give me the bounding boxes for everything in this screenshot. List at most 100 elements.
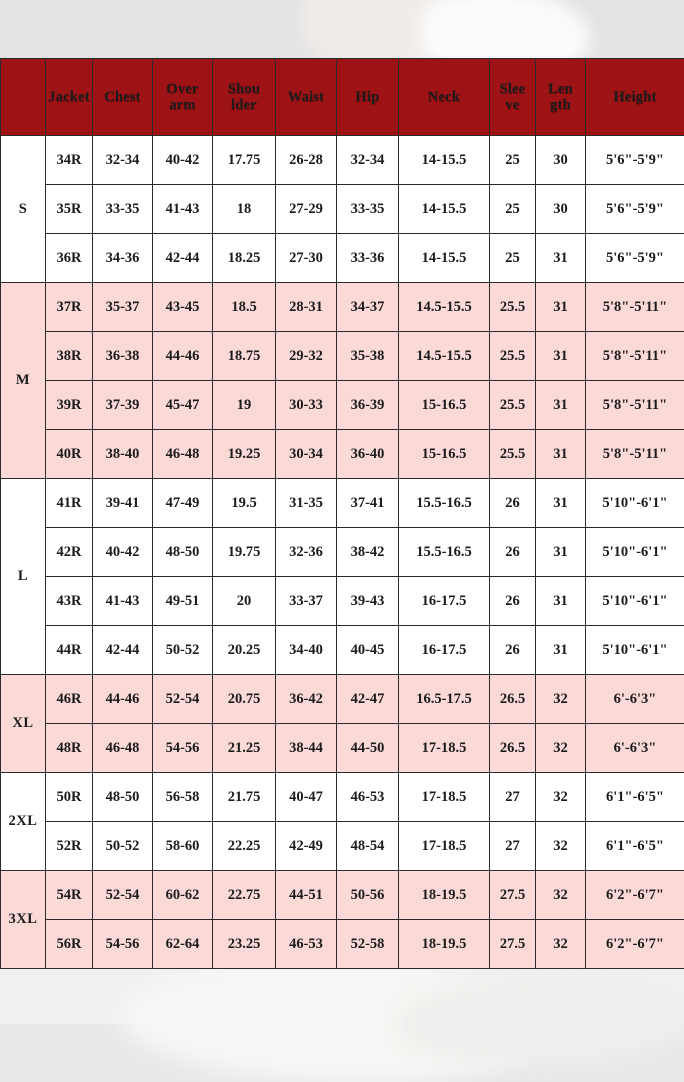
cell-overarm: 50-52 — [153, 626, 213, 675]
column-header-waist: Waist — [276, 59, 337, 136]
cell-overarm: 62-64 — [153, 920, 213, 969]
cell-waist: 36-42 — [276, 675, 337, 724]
cell-sleeve: 27 — [490, 773, 536, 822]
cell-overarm: 52-54 — [153, 675, 213, 724]
cell-height: 5'10"-6'1" — [586, 528, 684, 577]
cell-length: 30 — [536, 136, 586, 185]
cell-jacket: 35R — [46, 185, 93, 234]
column-header-overarm-line2: arm — [153, 97, 212, 113]
cell-length: 31 — [536, 528, 586, 577]
cell-waist: 29-32 — [276, 332, 337, 381]
cell-neck: 14.5-15.5 — [399, 332, 490, 381]
cell-waist: 40-47 — [276, 773, 337, 822]
cell-hip: 48-54 — [337, 822, 399, 871]
cell-overarm: 48-50 — [153, 528, 213, 577]
cell-height: 5'8"-5'11" — [586, 332, 684, 381]
cell-height: 5'10"-6'1" — [586, 577, 684, 626]
cell-shoulder: 19.5 — [213, 479, 276, 528]
cell-height: 5'6"-5'9" — [586, 234, 684, 283]
cell-jacket: 34R — [46, 136, 93, 185]
cell-overarm: 41-43 — [153, 185, 213, 234]
cell-hip: 33-35 — [337, 185, 399, 234]
size-label-m: M — [1, 283, 46, 479]
cell-sleeve: 25.5 — [490, 332, 536, 381]
cell-neck: 14-15.5 — [399, 185, 490, 234]
cell-shoulder: 17.75 — [213, 136, 276, 185]
cell-neck: 16-17.5 — [399, 626, 490, 675]
cell-shoulder: 21.25 — [213, 724, 276, 773]
cell-jacket: 46R — [46, 675, 93, 724]
cell-overarm: 42-44 — [153, 234, 213, 283]
cell-waist: 44-51 — [276, 871, 337, 920]
cell-jacket: 50R — [46, 773, 93, 822]
cell-chest: 46-48 — [93, 724, 153, 773]
cell-jacket: 43R — [46, 577, 93, 626]
cell-hip: 40-45 — [337, 626, 399, 675]
cell-waist: 27-30 — [276, 234, 337, 283]
cell-overarm: 56-58 — [153, 773, 213, 822]
cell-height: 5'6"-5'9" — [586, 136, 684, 185]
cell-hip: 36-39 — [337, 381, 399, 430]
cell-shoulder: 22.75 — [213, 871, 276, 920]
cell-jacket: 38R — [46, 332, 93, 381]
cell-hip: 33-36 — [337, 234, 399, 283]
cell-sleeve: 27 — [490, 822, 536, 871]
cell-height: 5'8"-5'11" — [586, 430, 684, 479]
cell-length: 31 — [536, 332, 586, 381]
cell-overarm: 49-51 — [153, 577, 213, 626]
cell-neck: 14-15.5 — [399, 234, 490, 283]
cell-sleeve: 25.5 — [490, 381, 536, 430]
column-header-height: Height — [586, 59, 684, 136]
cell-length: 32 — [536, 871, 586, 920]
cell-height: 5'8"-5'11" — [586, 381, 684, 430]
cell-neck: 18-19.5 — [399, 920, 490, 969]
cell-length: 31 — [536, 577, 586, 626]
column-header-hip: Hip — [337, 59, 399, 136]
cell-chest: 40-42 — [93, 528, 153, 577]
column-header-jacket: Jacket — [46, 59, 93, 136]
cell-sleeve: 26 — [490, 528, 536, 577]
cell-shoulder: 22.25 — [213, 822, 276, 871]
column-header-sleeve-line1: Slee — [490, 81, 535, 97]
cell-chest: 34-36 — [93, 234, 153, 283]
cell-height: 6'2"-6'7" — [586, 871, 684, 920]
column-header-neck: Neck — [399, 59, 490, 136]
cell-sleeve: 25 — [490, 136, 536, 185]
cell-jacket: 36R — [46, 234, 93, 283]
cell-shoulder: 19 — [213, 381, 276, 430]
cell-hip: 36-40 — [337, 430, 399, 479]
cell-shoulder: 20.25 — [213, 626, 276, 675]
cell-sleeve: 25.5 — [490, 430, 536, 479]
cell-length: 31 — [536, 234, 586, 283]
cell-waist: 32-36 — [276, 528, 337, 577]
cell-waist: 46-53 — [276, 920, 337, 969]
cell-neck: 14.5-15.5 — [399, 283, 490, 332]
cell-waist: 33-37 — [276, 577, 337, 626]
cell-overarm: 58-60 — [153, 822, 213, 871]
cell-jacket: 54R — [46, 871, 93, 920]
cell-chest: 42-44 — [93, 626, 153, 675]
cell-neck: 17-18.5 — [399, 724, 490, 773]
cell-overarm: 60-62 — [153, 871, 213, 920]
cell-shoulder: 18.75 — [213, 332, 276, 381]
cell-waist: 30-34 — [276, 430, 337, 479]
cell-overarm: 46-48 — [153, 430, 213, 479]
cell-overarm: 40-42 — [153, 136, 213, 185]
cell-sleeve: 26.5 — [490, 724, 536, 773]
cell-length: 30 — [536, 185, 586, 234]
cell-chest: 44-46 — [93, 675, 153, 724]
cell-hip: 52-58 — [337, 920, 399, 969]
cell-hip: 46-53 — [337, 773, 399, 822]
column-header-chest: Chest — [93, 59, 153, 136]
